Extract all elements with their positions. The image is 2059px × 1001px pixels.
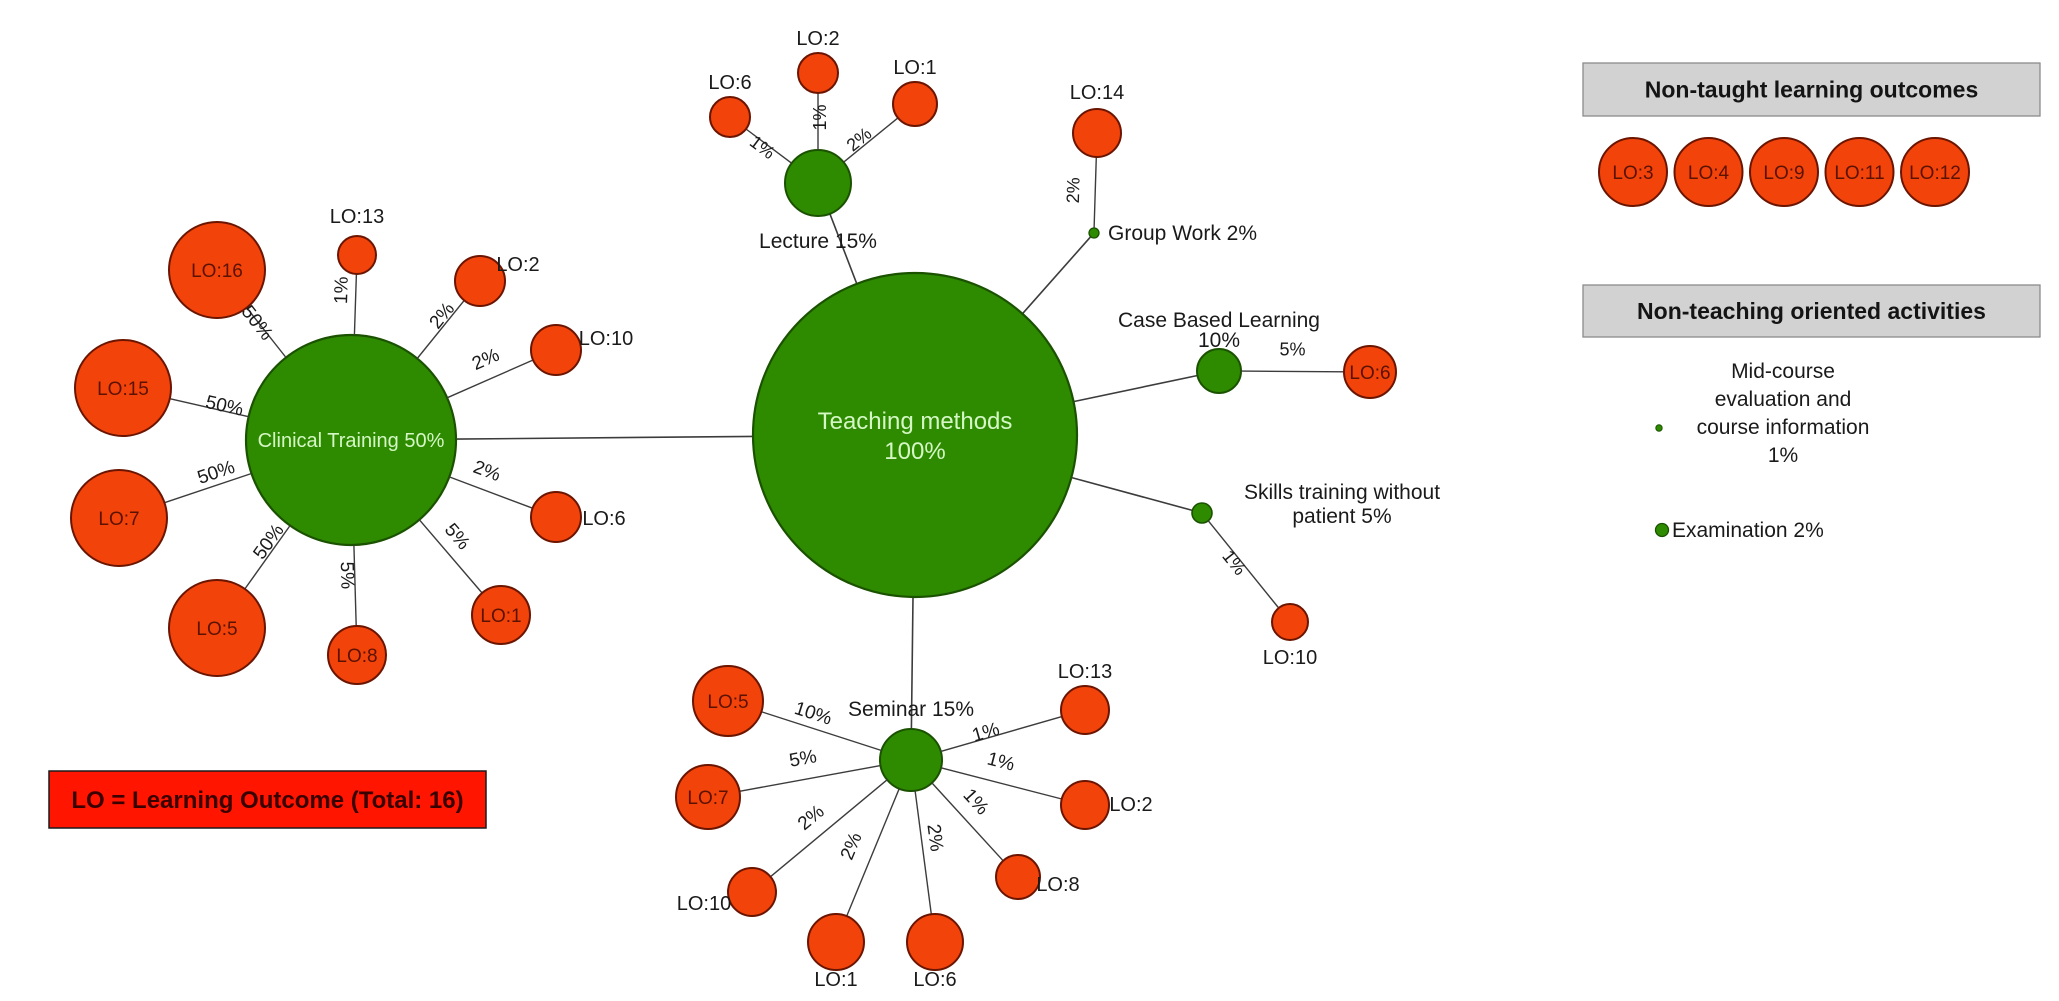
svg-text:LO:16: LO:16 [191, 261, 243, 282]
svg-text:Clinical Training 50%: Clinical Training 50% [258, 430, 445, 452]
svg-text:LO:8: LO:8 [336, 646, 377, 667]
svg-text:LO:2: LO:2 [1109, 794, 1152, 816]
svg-text:LO:7: LO:7 [687, 788, 728, 809]
svg-text:LO:13: LO:13 [330, 206, 384, 228]
svg-text:LO:9: LO:9 [1763, 163, 1804, 184]
svg-text:LO:1: LO:1 [893, 57, 936, 79]
svg-text:LO:6: LO:6 [582, 508, 625, 530]
svg-text:LO:6: LO:6 [1349, 363, 1390, 384]
svg-text:LO:5: LO:5 [196, 619, 237, 640]
svg-text:LO:14: LO:14 [1070, 82, 1124, 104]
svg-text:LO:6: LO:6 [708, 72, 751, 94]
svg-text:2%: 2% [1063, 177, 1084, 204]
svg-text:Examination 2%: Examination 2% [1672, 519, 1824, 542]
svg-text:LO:10: LO:10 [1263, 647, 1317, 669]
svg-text:LO:5: LO:5 [707, 692, 748, 713]
svg-text:5%: 5% [336, 561, 358, 589]
svg-text:LO:10: LO:10 [677, 893, 731, 915]
svg-text:2%: 2% [922, 823, 946, 853]
svg-text:LO:2: LO:2 [796, 28, 839, 50]
svg-text:LO:8: LO:8 [1036, 874, 1079, 896]
svg-text:1%: 1% [1768, 444, 1798, 467]
svg-text:LO:12: LO:12 [1909, 163, 1961, 184]
svg-text:evaluation and: evaluation and [1715, 388, 1852, 411]
svg-text:course information: course information [1697, 416, 1870, 439]
svg-text:LO:10: LO:10 [579, 328, 633, 350]
svg-text:Non-taught learning outcomes: Non-taught learning outcomes [1645, 77, 1979, 103]
svg-text:LO:6: LO:6 [913, 969, 956, 991]
svg-text:1%: 1% [331, 276, 353, 304]
svg-text:Non-teaching oriented activiti: Non-teaching oriented activities [1637, 298, 1986, 324]
svg-text:patient 5%: patient 5% [1292, 505, 1391, 528]
svg-text:Mid-course: Mid-course [1731, 360, 1835, 383]
svg-text:LO:3: LO:3 [1612, 163, 1653, 184]
svg-text:LO:13: LO:13 [1058, 661, 1112, 683]
svg-text:LO:7: LO:7 [98, 509, 139, 530]
svg-text:Group Work 2%: Group Work 2% [1108, 222, 1257, 245]
svg-text:Skills training without: Skills training without [1244, 481, 1440, 504]
svg-text:1%: 1% [810, 104, 830, 130]
svg-text:LO = Learning Outcome (Total:: LO = Learning Outcome (Total: 16) [71, 787, 463, 814]
svg-text:Lecture 15%: Lecture 15% [759, 230, 877, 253]
svg-text:LO:1: LO:1 [814, 969, 857, 991]
svg-text:LO:11: LO:11 [1834, 163, 1884, 184]
svg-text:LO:15: LO:15 [97, 379, 149, 400]
svg-text:5%: 5% [1279, 340, 1305, 360]
svg-text:Seminar 15%: Seminar 15% [848, 698, 974, 721]
svg-text:LO:4: LO:4 [1688, 163, 1730, 184]
svg-text:100%: 100% [884, 438, 945, 465]
svg-text:LO:1: LO:1 [480, 606, 521, 627]
svg-text:10%: 10% [1198, 329, 1240, 352]
svg-text:Teaching methods: Teaching methods [818, 408, 1013, 435]
svg-text:LO:2: LO:2 [496, 254, 539, 276]
